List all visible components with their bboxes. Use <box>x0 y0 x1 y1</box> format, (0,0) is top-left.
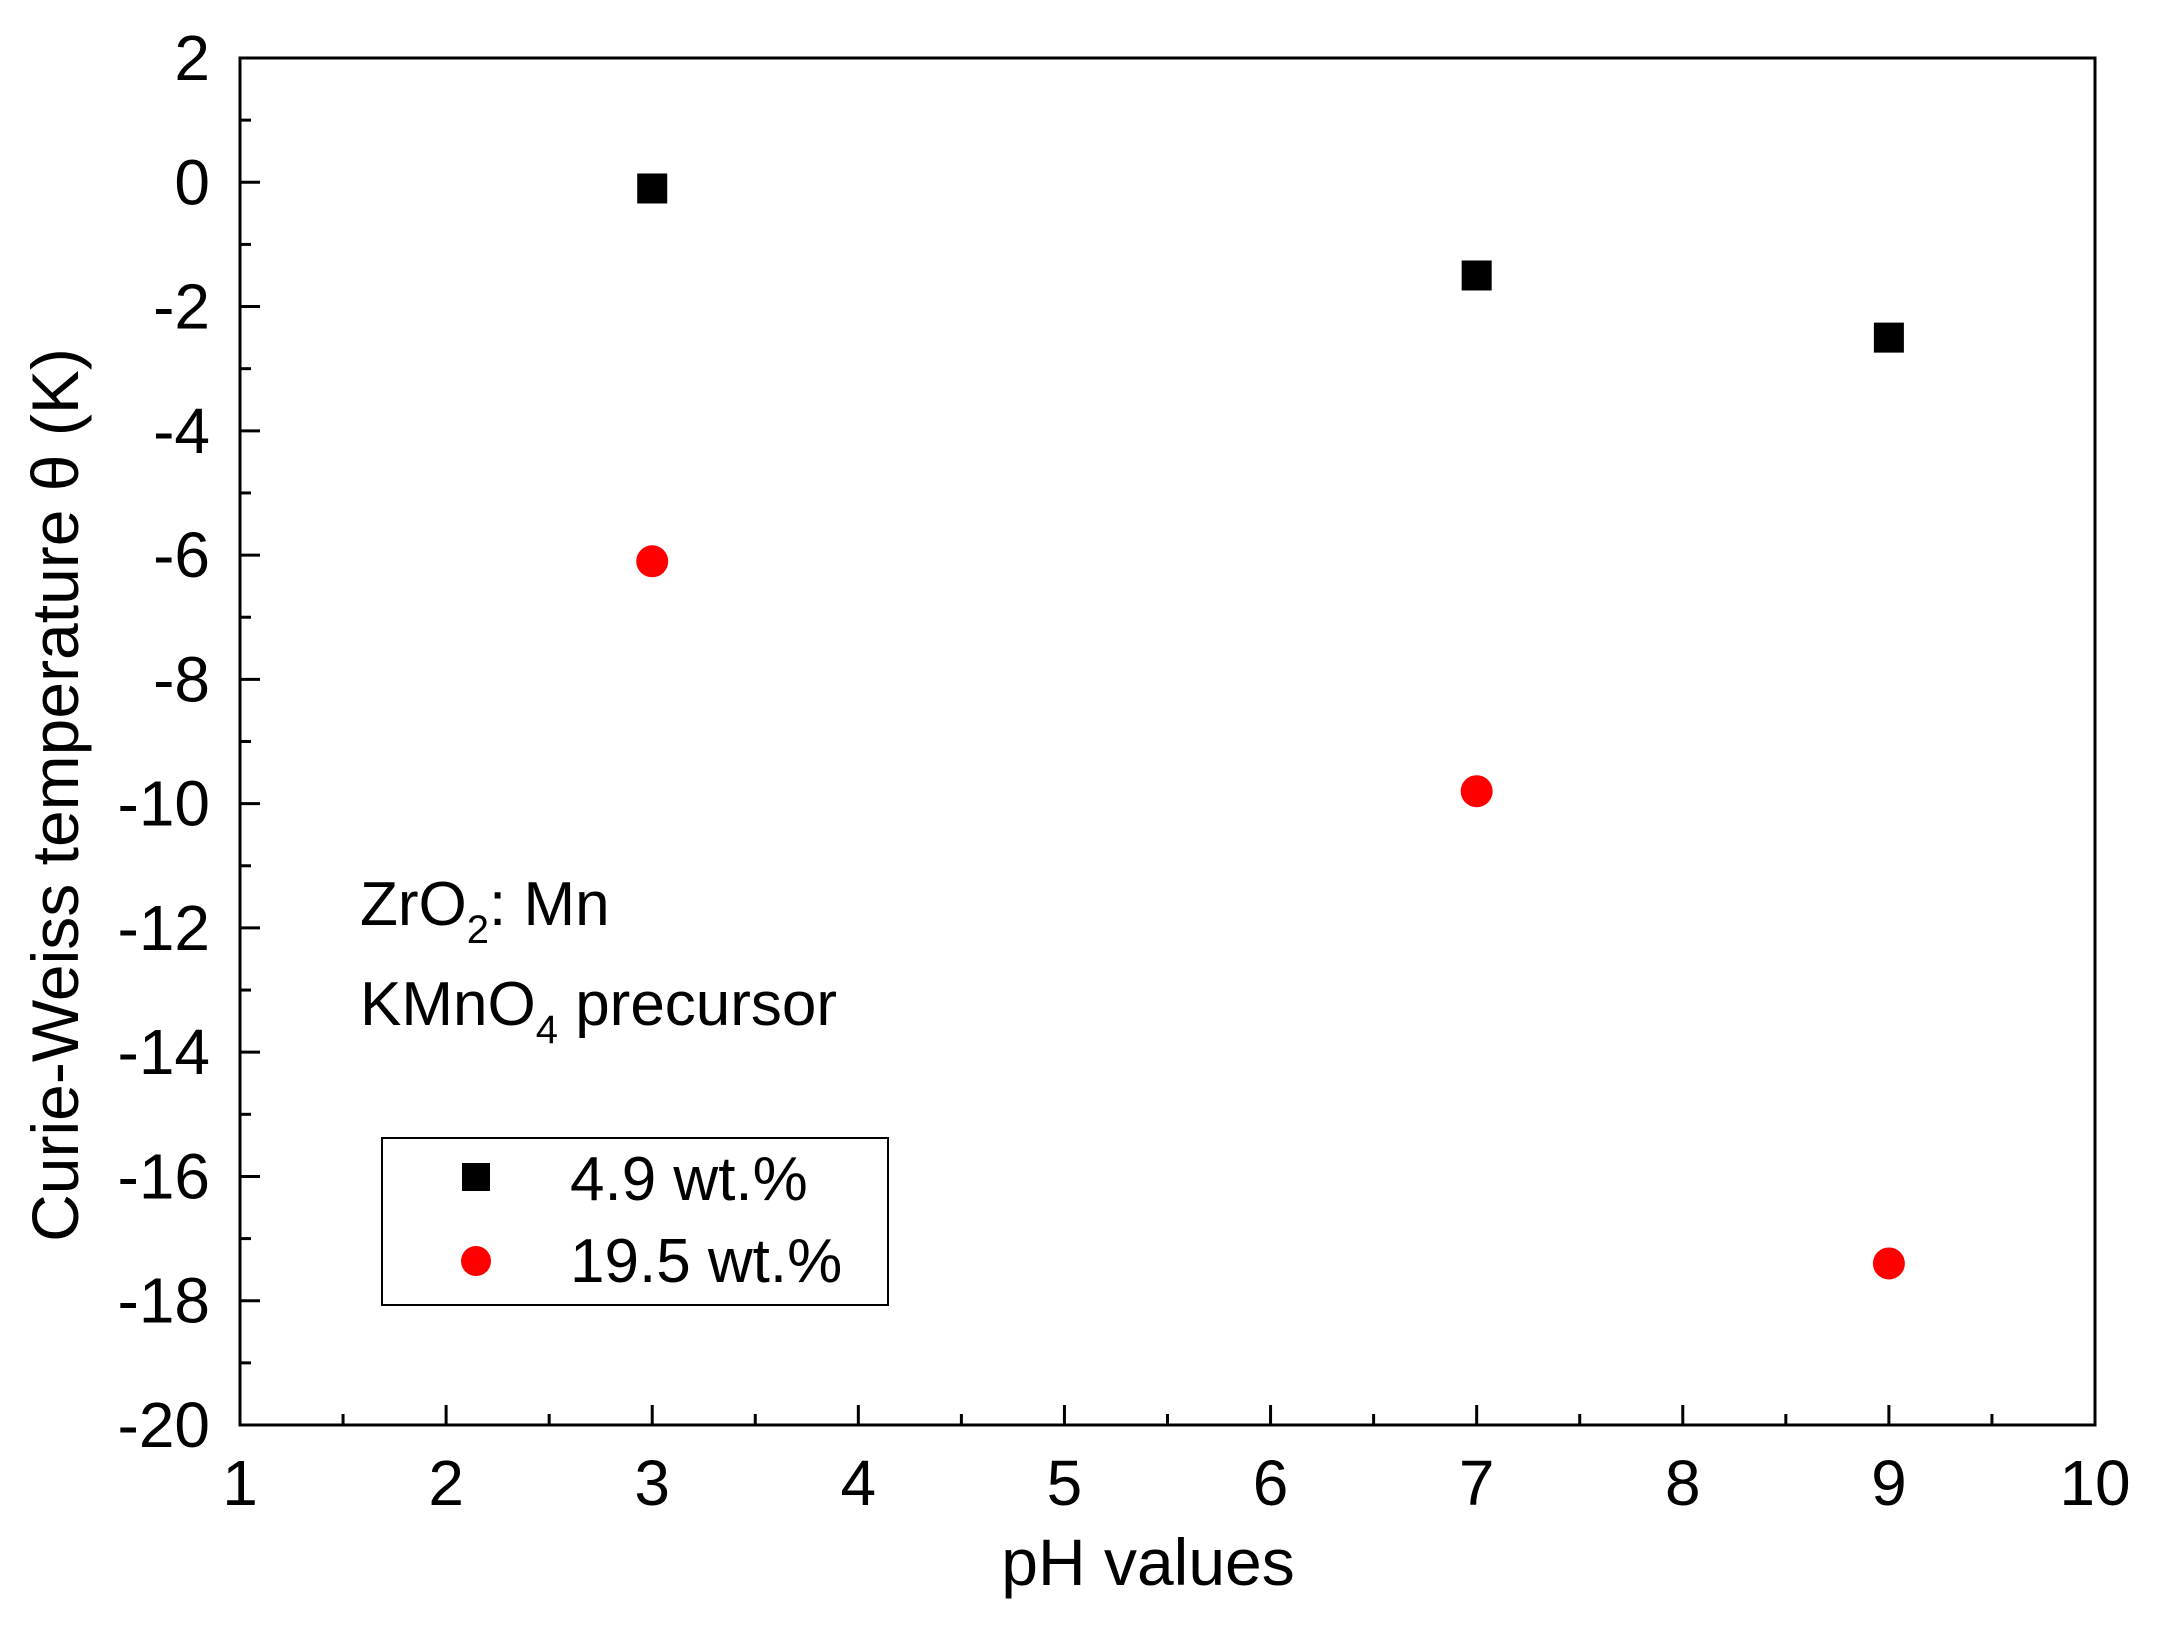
legend-marker-square <box>462 1163 490 1191</box>
data-point-circle <box>1872 1247 1905 1280</box>
annotation-zro2-main: ZrO <box>360 870 467 939</box>
y-tick-label: -6 <box>153 519 210 591</box>
y-tick-label: -10 <box>118 768 211 840</box>
x-axis-title: pH values <box>1001 1525 1295 1599</box>
legend-label-4-9-wt: 4.9 wt.% <box>570 1145 808 1214</box>
y-tick-label: -18 <box>118 1265 211 1337</box>
annotation-kmno4-precursor: KMnO4 precursor <box>360 970 837 1052</box>
tick-labels: 1 2 3 4 5 6 7 8 9 10 2 0 -2 -4 -6 -8 -10 -12 -14 -16 -18 -20 <box>118 22 2131 1519</box>
data-point-square <box>1461 260 1492 291</box>
data-point-square <box>1873 322 1904 353</box>
legend-marker-circle <box>461 1246 491 1276</box>
x-tick-label: 9 <box>1871 1447 1907 1519</box>
x-tick-label: 1 <box>222 1447 258 1519</box>
y-axis-title-part: Curie-Weiss temperature <box>18 491 92 1242</box>
y-tick-label: -8 <box>153 643 210 715</box>
data-point-square <box>637 173 668 204</box>
x-tick-label: 8 <box>1665 1447 1701 1519</box>
annotation-zro2-rest: : Mn <box>489 870 610 939</box>
legend: 4.9 wt.% 19.5 wt.% <box>381 1137 889 1306</box>
y-tick-label: -12 <box>118 892 211 964</box>
x-tick-label: 3 <box>634 1447 670 1519</box>
y-tick-label: -20 <box>118 1389 211 1461</box>
annotation-kmno4-rest: precursor <box>558 970 837 1039</box>
y-tick-label: -4 <box>153 395 210 467</box>
x-tick-label: 5 <box>1047 1447 1083 1519</box>
y-axis-title-theta: θ <box>18 454 92 491</box>
annotation-kmno4-subscript: 4 <box>536 1008 558 1052</box>
x-tick-label: 7 <box>1459 1447 1495 1519</box>
legend-label-19-5-wt: 19.5 wt.% <box>570 1227 842 1296</box>
y-tick-label: -2 <box>153 271 210 343</box>
data-points <box>636 173 1905 1280</box>
ticks <box>238 56 2097 1427</box>
annotation-zro2-mn: ZrO2: Mn <box>360 870 610 952</box>
y-axis-title-unit: (K) <box>18 348 92 454</box>
y-tick-label: 0 <box>174 146 210 218</box>
y-tick-label: -14 <box>118 1016 211 1088</box>
y-tick-label: -16 <box>118 1140 211 1212</box>
annotation-kmno4-main: KMnO <box>360 970 536 1039</box>
data-point-circle <box>636 545 669 578</box>
x-tick-label: 4 <box>841 1447 877 1519</box>
x-tick-label: 2 <box>428 1447 464 1519</box>
data-point-circle <box>1460 775 1493 808</box>
y-tick-label: 2 <box>174 22 210 94</box>
x-tick-label: 6 <box>1253 1447 1289 1519</box>
y-axis-title: Curie-Weiss temperature θ (K) <box>18 348 92 1242</box>
x-tick-label: 10 <box>2059 1447 2130 1519</box>
annotation-zro2-subscript: 2 <box>467 908 489 952</box>
